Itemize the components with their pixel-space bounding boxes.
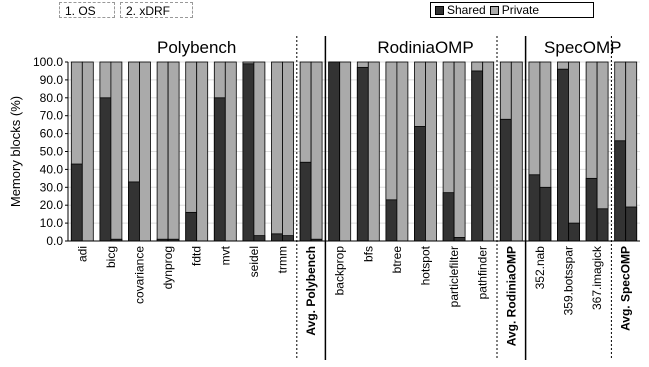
y-tick-label: 60.0 xyxy=(40,127,64,141)
y-axis-label: Memory blocks (%) xyxy=(8,96,23,207)
y-tick-label: 100.0 xyxy=(33,55,63,69)
x-tick-label: Avg. Polybench xyxy=(304,246,318,336)
bar-private-xdrf xyxy=(425,61,437,242)
y-tick-label: 0.0 xyxy=(46,234,63,248)
bar-shared-xdrf xyxy=(253,235,266,242)
bar-shared-xdrf xyxy=(568,222,580,242)
y-tick-label: 80.0 xyxy=(40,91,64,105)
group-title: RodiniaOMP xyxy=(377,38,473,57)
x-tick-label: backprop xyxy=(333,246,347,296)
bar-shared-os xyxy=(414,126,426,242)
x-tick-label: trmm xyxy=(276,246,290,273)
bar-shared-os xyxy=(271,233,283,242)
bar-shared-os xyxy=(356,66,369,242)
x-tick-label: covariance xyxy=(133,246,147,304)
bar-private-xdrf xyxy=(139,61,151,242)
bar-private-xdrf xyxy=(453,61,466,242)
x-tick-label: bfs xyxy=(361,246,375,262)
bar-private-xdrf xyxy=(196,61,209,242)
bar-private-xdrf xyxy=(510,61,523,242)
bar-shared-os xyxy=(242,63,255,242)
y-tick-label: 30.0 xyxy=(40,180,64,194)
bar-shared-os xyxy=(528,174,541,242)
x-tick-label: Avg. RodiniaOMP xyxy=(504,246,518,346)
bar-private-os xyxy=(156,61,169,242)
bar-private-xdrf xyxy=(396,61,409,242)
x-tick-label: 359.botsspar xyxy=(562,246,576,315)
bar-shared-os xyxy=(213,97,226,242)
y-tick-label: 50.0 xyxy=(40,145,64,159)
bar-shared-os xyxy=(185,211,198,242)
bar-private-xdrf xyxy=(310,61,323,242)
x-tick-label: Avg. SpecOMP xyxy=(619,246,633,331)
x-tick-label: dynprog xyxy=(161,246,175,289)
bar-private-xdrf xyxy=(167,61,180,242)
x-tick-label: 352.nab xyxy=(533,246,547,290)
bar-private-xdrf xyxy=(367,61,380,242)
tag-os: 1. OS xyxy=(59,2,115,18)
bar-private-xdrf xyxy=(568,61,580,242)
bar-shared-os xyxy=(385,199,398,242)
legend-shared-swatch xyxy=(435,5,444,15)
bar-shared-os xyxy=(614,140,627,242)
legend: Shared Private xyxy=(430,2,594,18)
y-tick-label: 10.0 xyxy=(40,216,64,230)
bar-shared-os xyxy=(442,192,455,242)
legend-private-swatch xyxy=(489,5,499,15)
x-tick-label: bicg xyxy=(104,246,118,268)
y-tick-label: 20.0 xyxy=(40,198,64,212)
x-tick-label: hotspot xyxy=(419,245,433,285)
bar-shared-os xyxy=(99,97,112,242)
bar-shared-os xyxy=(70,163,83,242)
bar-private-xdrf xyxy=(282,61,294,242)
bar-private-xdrf xyxy=(110,61,123,242)
group-title: Polybench xyxy=(157,38,236,57)
x-tick-label: adi xyxy=(75,246,89,262)
y-tick-label: 90.0 xyxy=(40,73,64,87)
bar-shared-os xyxy=(128,181,140,242)
bar-private-xdrf xyxy=(482,61,495,242)
group-title: SpecOMP xyxy=(544,38,621,57)
x-tick-label: pathfinder xyxy=(476,246,490,299)
bar-shared-xdrf xyxy=(282,235,294,242)
legend-shared: Shared xyxy=(435,3,486,17)
tag-xdrf: 2. xDRF xyxy=(120,2,193,18)
bar-private-xdrf xyxy=(81,61,94,242)
legend-private: Private xyxy=(489,3,540,17)
bar-shared-os xyxy=(499,118,512,242)
bar-shared-xdrf xyxy=(596,208,609,242)
bar-shared-os xyxy=(471,70,484,242)
bar-shared-xdrf xyxy=(453,237,466,242)
x-tick-label: mvt xyxy=(218,245,232,265)
x-tick-label: btree xyxy=(390,246,404,274)
x-tick-label: particlefilter xyxy=(447,246,461,307)
y-tick-label: 40.0 xyxy=(40,162,64,176)
x-tick-label: 367.imagick xyxy=(590,245,604,310)
bar-shared-os xyxy=(299,161,312,242)
bar-private-xdrf xyxy=(253,61,266,242)
legend-private-label: Private xyxy=(501,3,540,17)
bar-private-xdrf xyxy=(224,61,237,242)
x-tick-label: seidel xyxy=(247,246,261,277)
bar-shared-xdrf xyxy=(625,206,638,242)
bar-shared-os xyxy=(328,61,341,242)
bar-shared-os xyxy=(557,68,569,242)
bar-shared-xdrf xyxy=(539,186,552,242)
bar-private-xdrf xyxy=(339,61,352,242)
bar-shared-os xyxy=(585,177,598,242)
bar-private-os xyxy=(271,61,283,242)
y-tick-label: 70.0 xyxy=(40,109,64,123)
x-tick-label: fdtd xyxy=(190,246,204,266)
legend-shared-label: Shared xyxy=(447,3,486,17)
